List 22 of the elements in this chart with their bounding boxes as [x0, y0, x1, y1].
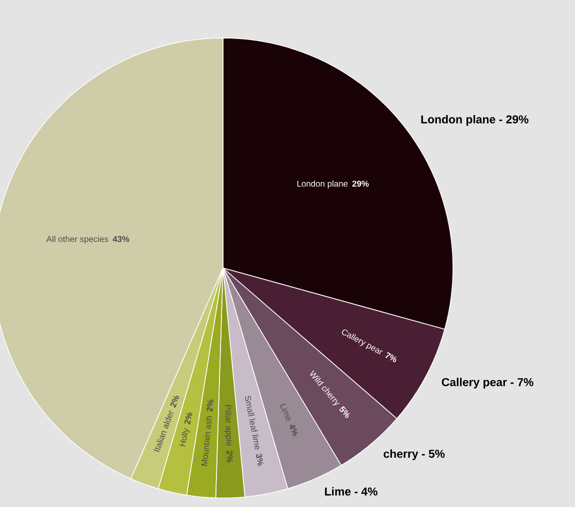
data-label: 2%: [206, 400, 214, 412]
data-label: 29%: [352, 180, 369, 187]
text: London plane - 29%: [421, 115, 528, 126]
data-label: 3%: [256, 454, 264, 466]
data-label: 2%: [170, 396, 180, 408]
slice-label: Lime: [280, 403, 291, 422]
slice-label: Small leaf lime: [245, 396, 260, 450]
text: Callery pear - 7%: [442, 378, 534, 388]
data-label: 2%: [184, 412, 192, 425]
data-label: 7%: [385, 352, 397, 362]
data-label: 43%: [112, 236, 130, 242]
slice-label: Italian alder: [154, 410, 174, 452]
slice-label: London plane: [297, 180, 348, 188]
data-label: 5%: [340, 406, 350, 418]
slice-label: Holly: [179, 428, 190, 446]
data-label: 4%: [290, 424, 298, 436]
slice-label: All other species: [46, 236, 108, 244]
text: cherry - 5%: [384, 449, 445, 460]
slice-label: Mountain ash: [201, 416, 212, 466]
slice-label: Pillar apple: [224, 405, 232, 446]
data-label: 2%: [226, 450, 233, 462]
text: Lime - 4%: [325, 487, 378, 496]
